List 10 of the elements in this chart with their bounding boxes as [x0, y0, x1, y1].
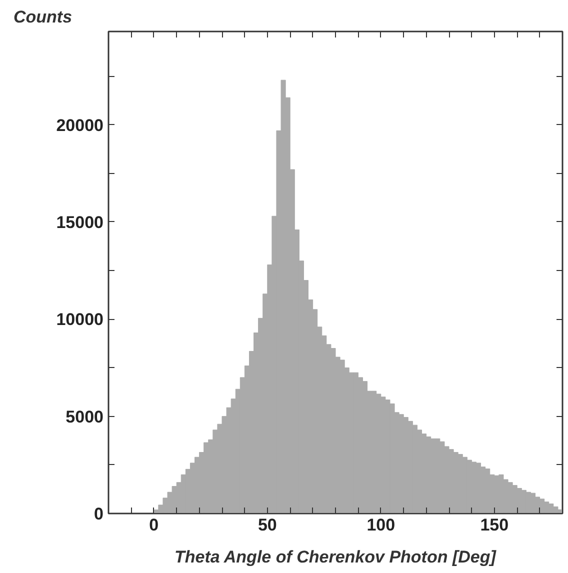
x-tick-label: 150: [480, 516, 509, 534]
x-tick-label: 0: [149, 516, 159, 534]
x-tick-label: 50: [258, 516, 277, 534]
y-tick-label: 15000: [56, 212, 104, 232]
y-tick-label: 10000: [56, 310, 104, 330]
y-axis-title: Counts: [14, 8, 72, 26]
y-tick-label: 20000: [56, 116, 104, 135]
x-axis-title: Theta Angle of Cherenkov Photon [Deg]: [174, 548, 498, 566]
x-tick-label: 100: [366, 516, 396, 534]
y-tick-label: 5000: [66, 407, 104, 426]
